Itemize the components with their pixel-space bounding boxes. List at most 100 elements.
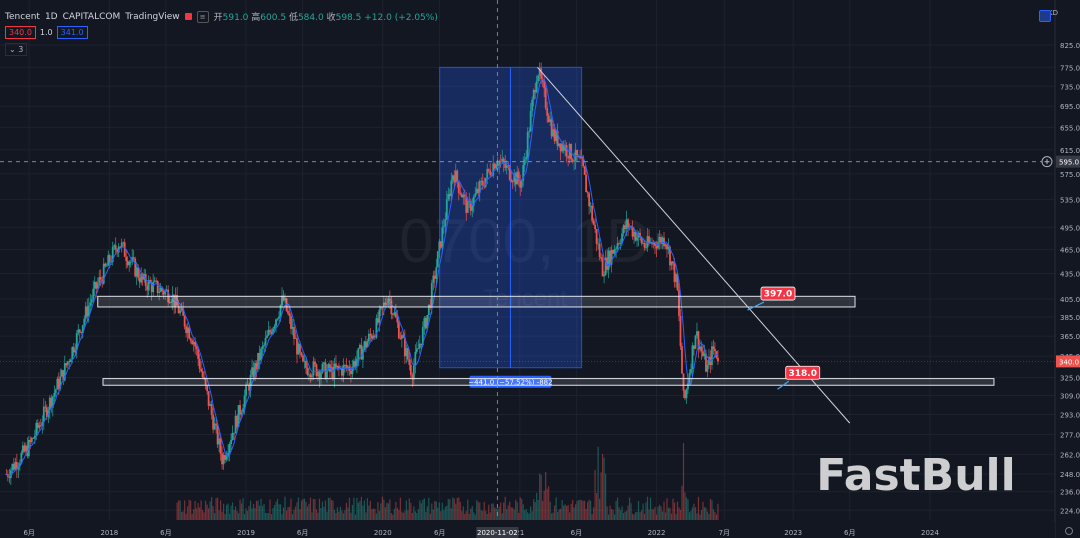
candle-body (56, 378, 59, 390)
volume-bar (684, 492, 686, 520)
candle-body (51, 396, 54, 408)
candle-body (531, 99, 534, 111)
candle-body (595, 228, 598, 244)
volume-bar (688, 512, 691, 520)
trendline-line (537, 67, 851, 424)
volume-bar (672, 498, 674, 520)
candle-body (547, 115, 550, 123)
volume-bar (257, 500, 259, 520)
candle-body (312, 361, 315, 376)
callout-pointer (777, 380, 790, 390)
hide-eye-icon[interactable]: ≡ (196, 10, 209, 23)
candle-body (317, 371, 319, 377)
trendline[interactable] (537, 67, 851, 424)
time-tick-label: 2023 (784, 529, 802, 537)
time-axis[interactable]: 6月 2018 6月 2019 6月 2020 6月 21 6月 2022 7月 2023 6月 2024… (0, 522, 1055, 538)
candle-body (598, 243, 601, 257)
candle-body (363, 341, 366, 349)
volume-bar (219, 500, 222, 520)
volume-bar (619, 510, 622, 520)
candle-body (54, 389, 57, 394)
measure-label: −441.0 (−57.52%) -882 (468, 379, 552, 387)
candle-body (676, 273, 679, 291)
symbol-name[interactable]: Tencent (5, 11, 40, 22)
measure-range-tool[interactable]: −441.0 (−57.52%) -882 (439, 66, 583, 388)
flag-icon[interactable] (184, 13, 192, 20)
candle-body (179, 310, 182, 314)
candle-body (583, 166, 586, 175)
candle-body (712, 346, 715, 349)
candle-body (514, 173, 517, 185)
support-resistance-zones[interactable] (97, 295, 995, 386)
candle-body (177, 305, 180, 314)
candle-body (131, 257, 134, 262)
volume-bar (669, 507, 671, 520)
volume-bar (667, 508, 670, 520)
volume-bar (209, 501, 211, 520)
candle-body (516, 171, 519, 185)
volume-bar (359, 501, 361, 520)
volume-bar (362, 505, 364, 520)
candle-body (417, 348, 420, 350)
candle-body (276, 318, 279, 320)
candle-body (111, 246, 114, 263)
volume-bar (564, 504, 566, 520)
candle-body (501, 158, 504, 162)
candle-body (213, 423, 216, 430)
candle-body (580, 156, 583, 159)
candle-body (53, 393, 56, 397)
volume-bar (236, 510, 238, 520)
candle-body (699, 346, 701, 350)
candle-body (116, 249, 119, 253)
candle-body (673, 263, 676, 283)
volume-bar (245, 508, 247, 520)
interval[interactable]: 1D (44, 11, 58, 22)
settings-gear-icon[interactable] (1065, 527, 1073, 535)
volume-bar (503, 502, 505, 520)
volume-bar (417, 509, 419, 520)
price-tick-label: 325.0 (1060, 374, 1080, 382)
price-tick-label: 435.0 (1060, 270, 1080, 278)
candle-body (95, 281, 98, 289)
volume-bar (504, 496, 506, 520)
candle-body (294, 338, 297, 340)
candle-body (561, 144, 564, 152)
volume-bar (581, 500, 583, 520)
candle-body (98, 277, 101, 284)
candle-body (233, 432, 235, 434)
volume-bar (363, 500, 366, 520)
price-tick-label: 309.0 (1060, 393, 1080, 401)
candle-body (270, 331, 273, 334)
candle-body (475, 188, 478, 194)
volume-bar (410, 502, 412, 520)
candle-body (357, 348, 360, 359)
price-tick-label: 293.0 (1060, 411, 1080, 419)
candle-body (273, 326, 276, 329)
ask-price-button[interactable]: 341.0 (56, 26, 88, 39)
candle-body (92, 288, 95, 300)
currency-settings-icon[interactable] (1039, 10, 1051, 22)
price-tick-label: 535.0 (1060, 197, 1080, 205)
candle-body (192, 341, 195, 345)
volume-bar (197, 503, 199, 520)
volume-bar (584, 500, 586, 520)
volume-bar (597, 446, 599, 520)
candle-body (555, 131, 558, 142)
indicators-toggle[interactable]: ⌄ 3 (5, 43, 28, 56)
volume-bar (447, 499, 449, 520)
callout-label: 318.0 (788, 369, 816, 379)
candle-body (405, 348, 408, 357)
volume-bar (413, 506, 415, 520)
volume-bar (578, 500, 580, 520)
volume-bar (522, 504, 524, 520)
bid-price-button[interactable]: 340.0 (5, 26, 36, 39)
candle-body (534, 89, 537, 93)
volume-bar (673, 502, 676, 520)
candle-body (39, 425, 42, 427)
candle-body (667, 246, 670, 250)
volume-bar (342, 513, 345, 520)
price-axis[interactable]: 825.0 775.0 735.0 695.0 655.0 615.0 575.0 535.0… (1054, 0, 1080, 538)
volume-bar (193, 509, 195, 520)
volume-bar (182, 511, 184, 520)
